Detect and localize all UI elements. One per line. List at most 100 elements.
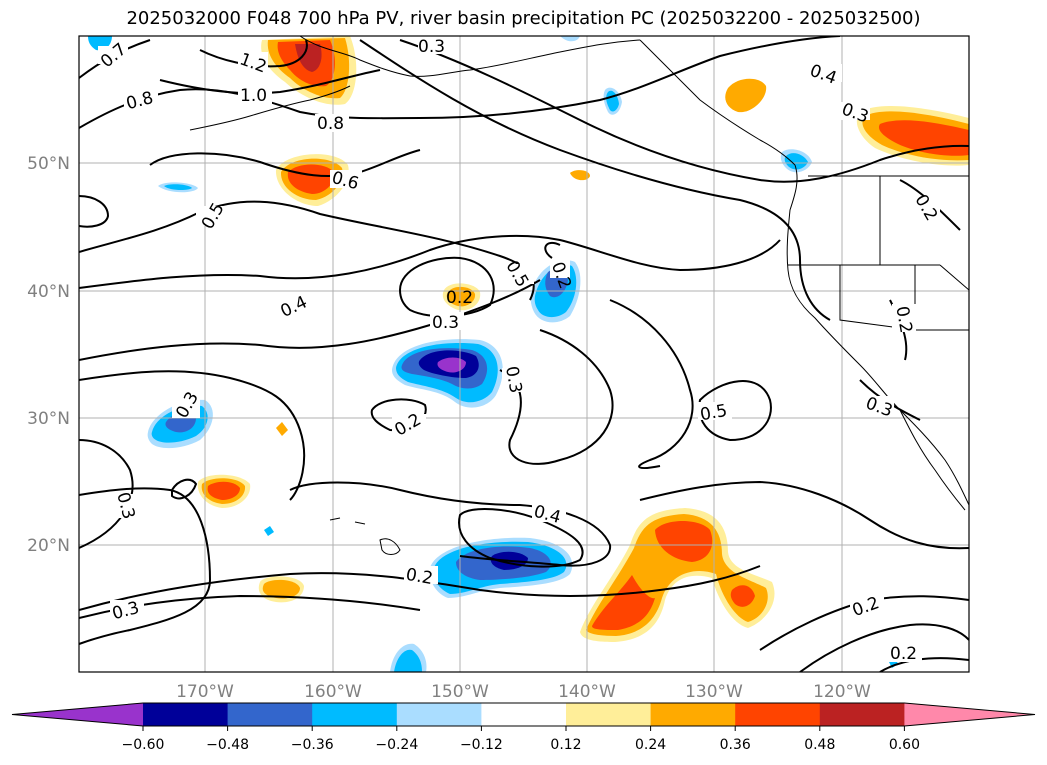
negative-anomaly <box>264 526 274 536</box>
positive-anomaly <box>725 78 767 113</box>
contour-label: 0.2 <box>890 644 917 664</box>
colorbar-tick-label: 0.60 <box>889 737 920 753</box>
contour-0.2-loop2 <box>171 478 198 500</box>
lon-label: 120°W <box>813 682 871 702</box>
colorbar-extend-low <box>12 703 143 726</box>
negative-anomaly <box>784 153 808 170</box>
negative-anomaly <box>394 649 422 672</box>
contour-0.4-north <box>399 39 969 183</box>
west-coast <box>786 164 969 506</box>
contour-label: 0.2 <box>404 565 434 589</box>
gridlines <box>79 36 969 672</box>
lat-labels: 50°N 40°N 30°N 20°N <box>27 154 70 556</box>
contour-0.2-se <box>639 480 969 550</box>
positive-anomaly <box>570 170 590 181</box>
colorbar-segment <box>735 703 821 726</box>
contour-labels: 0.7 0.8 1.2 1.0 0.8 0.3 0.4 0.3 0.6 0.5 … <box>97 37 941 664</box>
contour-0.5-east <box>609 299 694 469</box>
colorbar-segment <box>650 703 736 726</box>
colorbar-tick-label: −0.24 <box>375 737 418 753</box>
contour-0.8 <box>79 36 841 129</box>
contour-label: 0.3 <box>501 365 525 395</box>
positive-anomaly <box>592 575 655 630</box>
contour-0.3-east <box>499 329 614 465</box>
contour-0.3-west2 <box>79 439 134 549</box>
colorbar-tick-label: −0.36 <box>291 737 334 753</box>
colorbar-tick-label: 0.12 <box>550 737 581 753</box>
contour-label: 0.3 <box>432 313 459 333</box>
contour-0.3-north <box>359 39 831 321</box>
aleutian-islands <box>189 85 351 131</box>
lat-label: 20°N <box>27 536 70 556</box>
contour-0.5-west <box>79 200 535 301</box>
contour-label: 0.3 <box>418 37 445 57</box>
colorbar-segment <box>227 703 313 726</box>
map-frame <box>78 35 970 673</box>
alaska-coast <box>299 36 641 77</box>
colorbar-ticks: −0.60 −0.48 −0.36 −0.24 −0.12 0.12 0.24 0.36 0.4… <box>122 726 920 753</box>
negative-anomaly <box>560 36 580 42</box>
precip-fill-layer <box>88 36 969 672</box>
contour-0.2-south <box>79 565 761 611</box>
lon-label: 150°W <box>431 682 489 702</box>
hawaii <box>329 517 401 555</box>
colorbar: −0.60 −0.48 −0.36 −0.24 −0.12 0.12 0.24 0.36 0.4… <box>11 702 1036 753</box>
state-border <box>839 265 969 331</box>
alaska-panhandle <box>639 39 796 166</box>
colorbar-segment <box>819 703 905 726</box>
colorbar-segment <box>396 703 482 726</box>
contour-0.5-far-west <box>79 195 110 228</box>
contour-1.2 <box>199 39 308 68</box>
colorbar-extend-high <box>904 703 1035 726</box>
contour-label: 0.2 <box>891 305 915 335</box>
positive-anomaly <box>262 579 300 599</box>
contour-0.3-loop <box>398 256 495 318</box>
lat-label: 30°N <box>27 409 70 429</box>
positive-anomaly <box>287 164 335 194</box>
colorbar-segment <box>481 703 567 726</box>
map-title: 2025032000 F048 700 hPa PV, river basin … <box>126 8 921 29</box>
colorbar-tick-label: −0.60 <box>122 737 165 753</box>
lon-labels: 170°W 160°W 150°W 140°W 130°W 120°W <box>176 682 871 702</box>
negative-anomaly <box>437 357 466 373</box>
positive-anomaly <box>276 422 288 436</box>
contour-label: 1.0 <box>240 86 267 106</box>
contour-label: 0.2 <box>446 288 473 308</box>
contour-0.5-loop <box>698 380 772 442</box>
colorbar-tick-label: 0.36 <box>720 737 751 753</box>
pv-contours <box>79 36 969 672</box>
contour-0.3-south <box>79 370 306 501</box>
contour-0.4-loop <box>458 507 584 568</box>
contour-0.4-mid <box>79 234 781 289</box>
lon-label: 130°W <box>685 682 743 702</box>
colorbar-tick-label: −0.48 <box>206 737 249 753</box>
contour-0.2-se3 <box>799 623 969 672</box>
lon-label: 170°W <box>176 682 234 702</box>
positive-anomaly <box>207 481 240 500</box>
negative-anomaly <box>164 184 192 191</box>
lon-label: 160°W <box>304 682 362 702</box>
colorbar-tick-label: 0.48 <box>804 737 835 753</box>
contour-label: 0.5 <box>699 401 729 425</box>
lat-label: 50°N <box>27 154 70 174</box>
colorbar-segment <box>312 703 398 726</box>
contour-0.3-upper <box>544 241 561 259</box>
contour-0.3-mid <box>79 279 541 361</box>
lon-label: 140°W <box>558 682 616 702</box>
contour-0.6 <box>149 149 421 178</box>
contour-0.3-west <box>79 487 212 645</box>
colorbar-tick-label: −0.12 <box>460 737 503 753</box>
positive-anomaly <box>446 286 476 307</box>
contour-label: 0.8 <box>317 114 344 134</box>
colorbar-segment <box>143 703 229 726</box>
positive-anomaly <box>655 521 713 562</box>
state-border <box>939 264 969 291</box>
lat-label: 40°N <box>27 282 70 302</box>
colorbar-segments <box>11 702 1036 727</box>
positive-anomaly <box>730 585 755 607</box>
contour-1.0 <box>159 69 381 95</box>
baja-coast <box>899 409 966 511</box>
positive-anomaly <box>295 44 322 72</box>
colorbar-tick-label: 0.24 <box>635 737 666 753</box>
